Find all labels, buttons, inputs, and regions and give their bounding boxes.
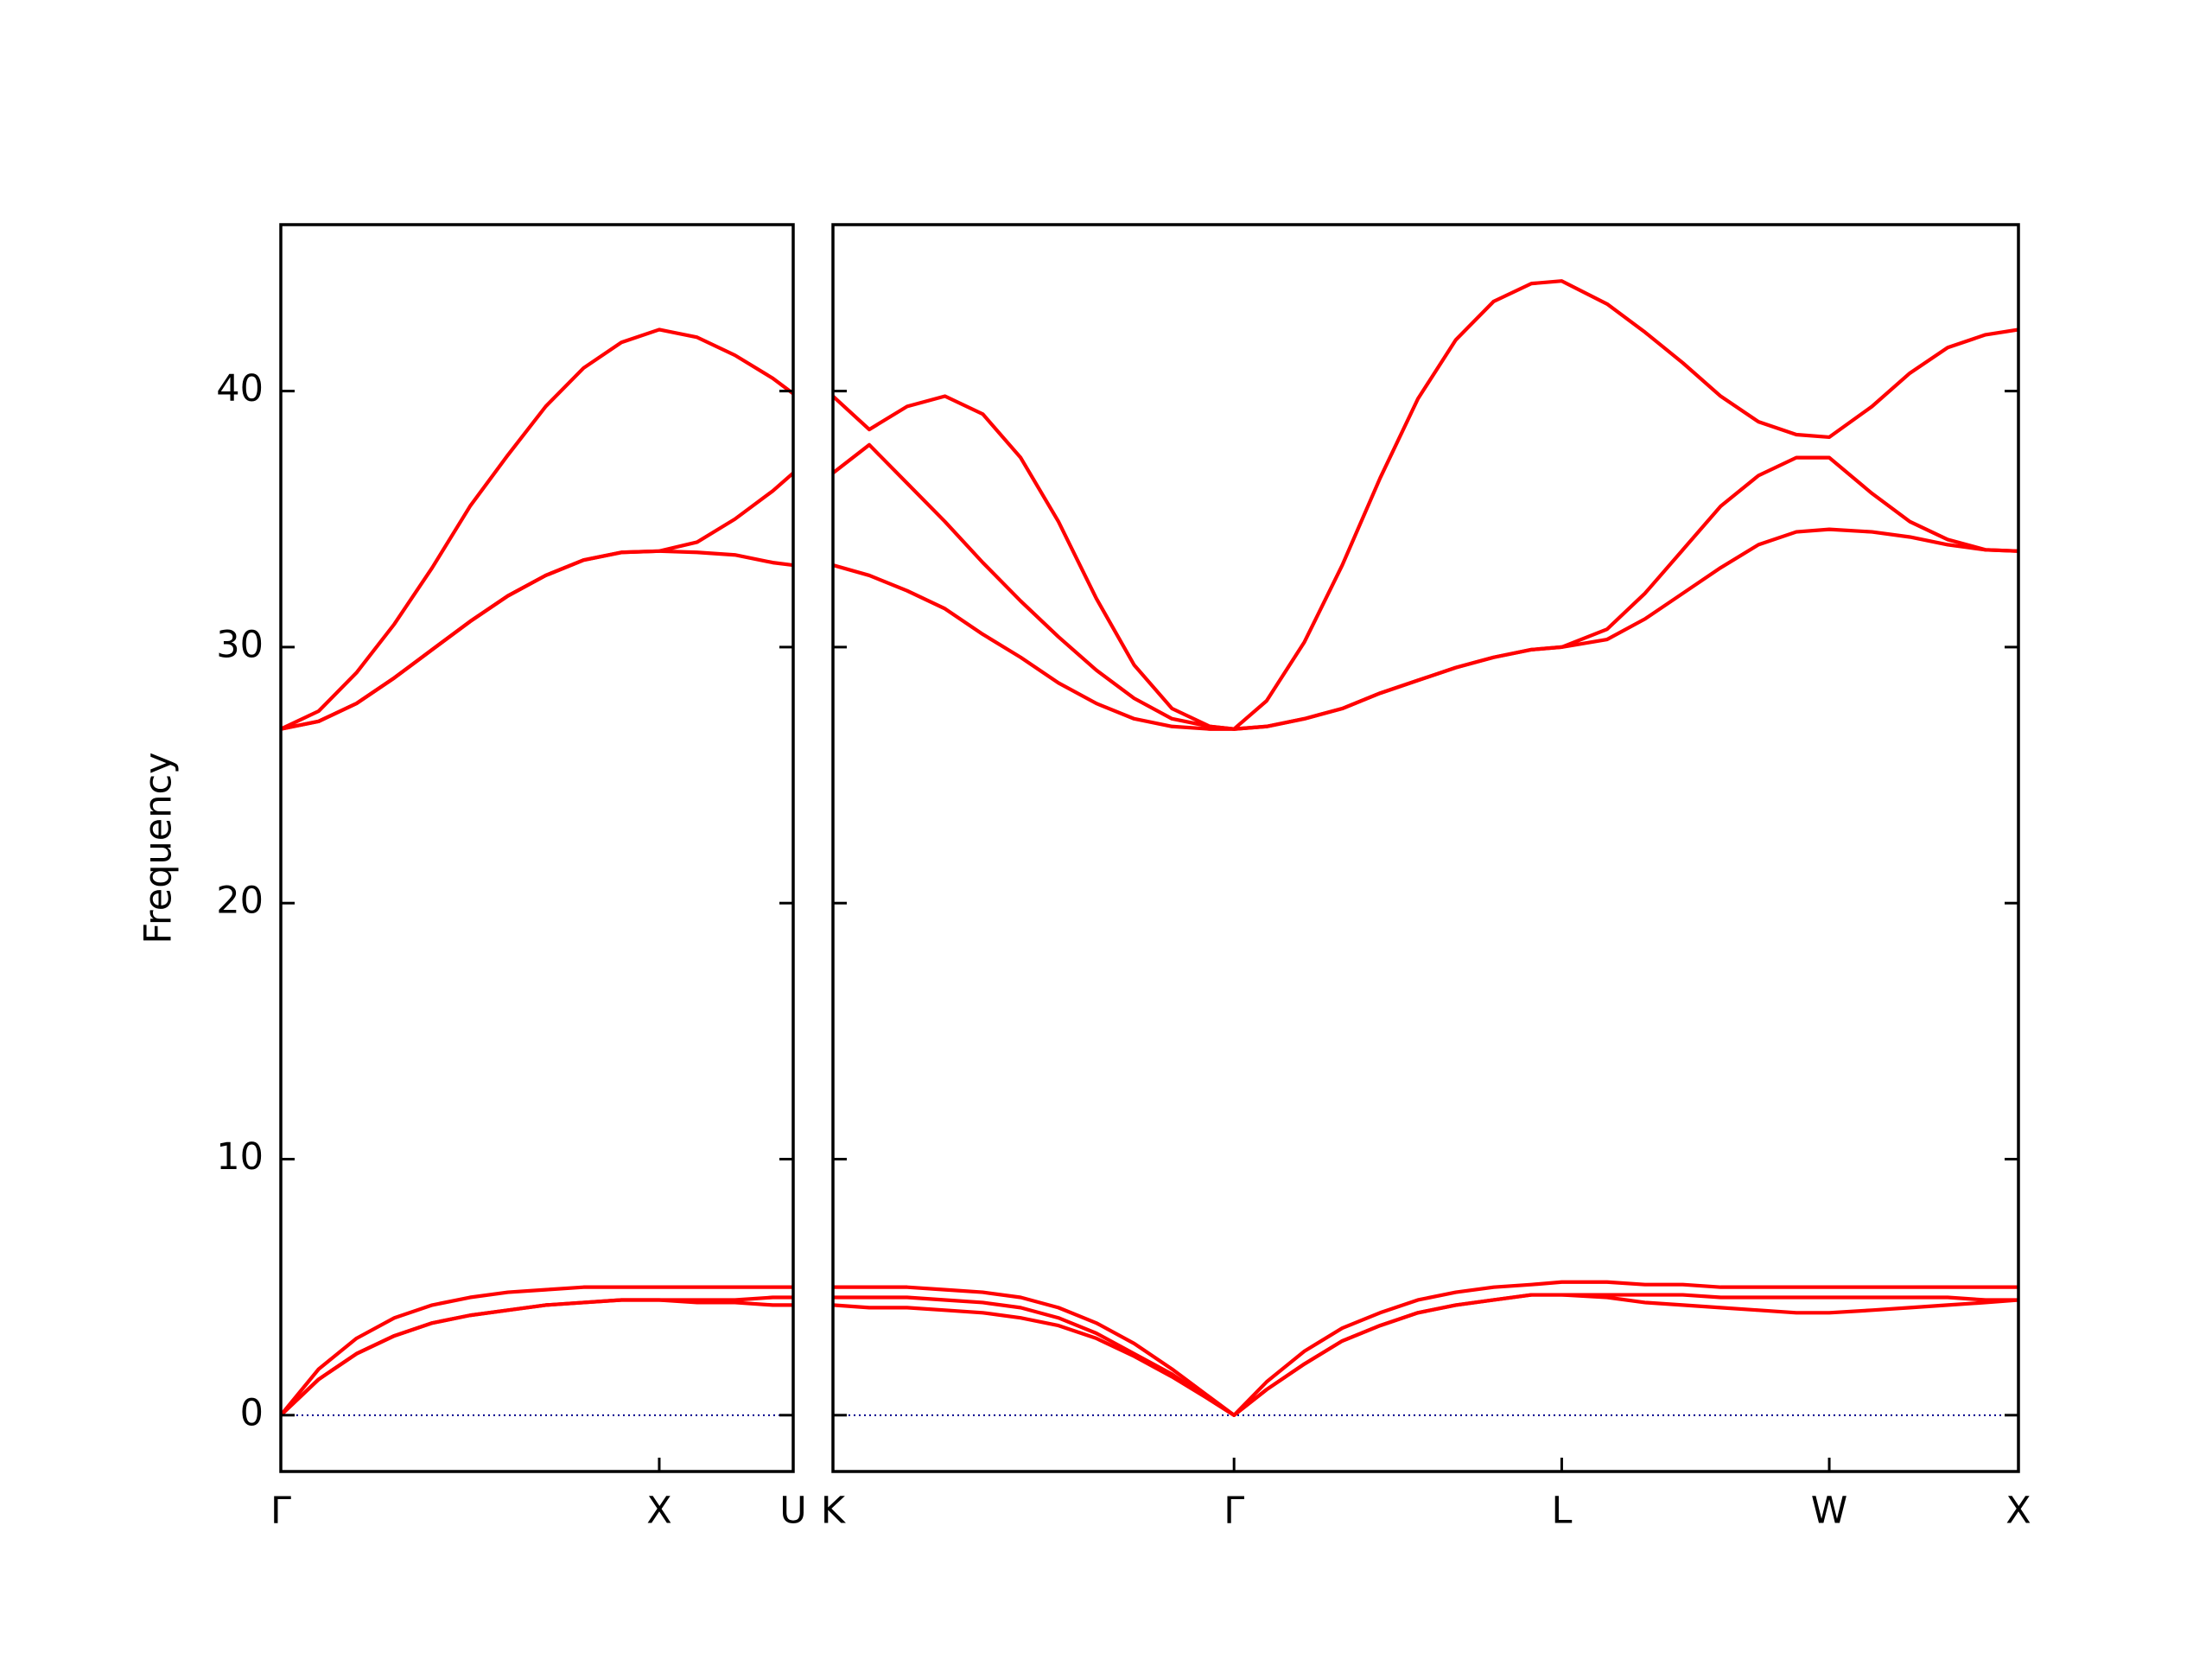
band-line xyxy=(281,1285,793,1417)
y-axis-label: Frequency xyxy=(137,752,181,944)
y-tick-label: 30 xyxy=(216,623,264,666)
x-tick-label: Γ xyxy=(270,1490,291,1533)
x-tick-label: W xyxy=(1811,1490,1848,1533)
band-line xyxy=(833,1293,2018,1417)
axes-frame xyxy=(831,223,2020,1473)
x-tick-label: X xyxy=(646,1490,671,1533)
axes-frame xyxy=(279,223,795,1473)
x-tick-label: X xyxy=(2005,1490,2031,1533)
band-line xyxy=(833,442,2018,731)
band-line xyxy=(833,279,2018,731)
x-tick-label: Γ xyxy=(1224,1490,1244,1533)
y-tick-label: 0 xyxy=(240,1391,264,1434)
x-tick-label: K xyxy=(821,1490,847,1533)
y-tick-label: 40 xyxy=(216,367,264,410)
band-line xyxy=(281,327,793,731)
band-line xyxy=(281,1295,793,1417)
x-tick-label: L xyxy=(1551,1490,1572,1533)
x-tick-label: U xyxy=(779,1490,806,1533)
band-line xyxy=(281,471,793,731)
y-tick-label: 20 xyxy=(216,880,264,923)
y-tick-label: 10 xyxy=(216,1135,264,1179)
band-line xyxy=(833,1280,2018,1417)
